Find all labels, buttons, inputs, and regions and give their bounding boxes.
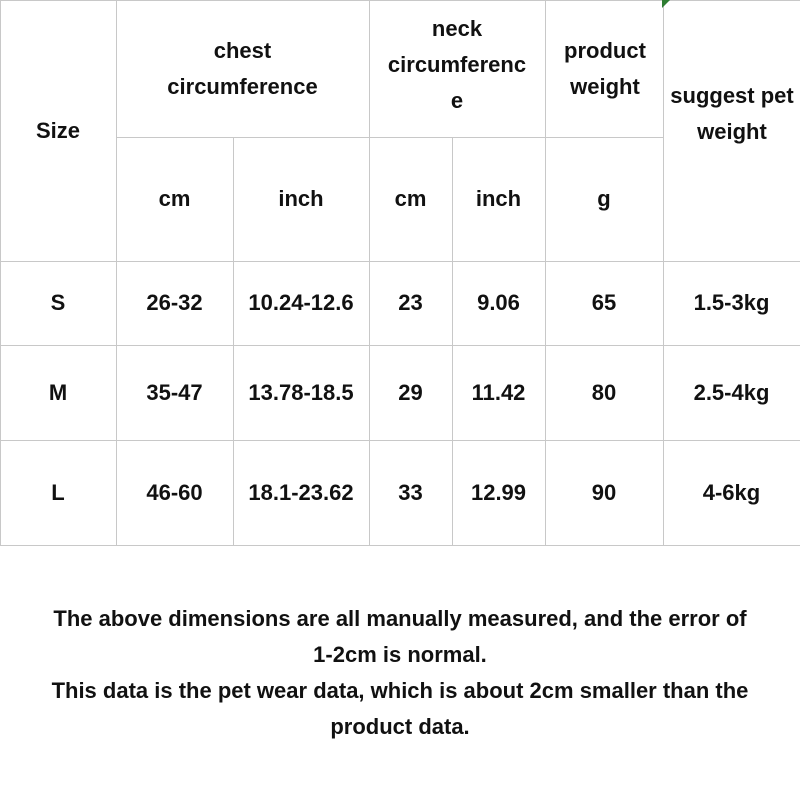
cell-pet-weight: 4-6kg	[702, 479, 761, 505]
cell-weight: 90	[591, 479, 617, 505]
header-product-weight: product weight	[564, 37, 646, 99]
cell-chest-inch: 13.78-18.5	[248, 379, 354, 405]
cell-neck-inch: 9.06	[477, 290, 520, 315]
note-line: The above dimensions are all manually me…	[53, 606, 747, 631]
note-line: 1-2cm is normal.	[313, 642, 487, 667]
cell-chest-inch: 18.1-23.62	[248, 479, 354, 505]
grid-line	[369, 0, 370, 545]
grid-line	[0, 545, 800, 546]
cell-chest-cm: 46-60	[146, 479, 203, 505]
cell-size: S	[50, 290, 66, 315]
grid-line	[116, 137, 663, 138]
header-size: Size	[35, 117, 81, 143]
cell-size: M	[48, 379, 68, 405]
unit-chest-cm: cm	[158, 186, 191, 211]
unit-neck-inch: inch	[475, 186, 522, 211]
unit-weight-g: g	[597, 186, 611, 211]
cell-neck-cm: 23	[398, 290, 423, 315]
grid-line	[0, 261, 800, 262]
grid-line	[452, 137, 453, 545]
grid-line	[663, 0, 664, 545]
header-neck-line: e	[450, 88, 464, 113]
header-neck: neck circumferenc e	[369, 10, 545, 120]
grid-line	[0, 0, 1, 545]
header-neck-line: neck	[431, 16, 483, 41]
cell-pet-weight: 2.5-4kg	[693, 379, 770, 405]
cell-chest-cm: 26-32	[146, 290, 203, 315]
note-line: This data is the pet wear data, which is…	[51, 678, 749, 703]
note-line: product data.	[330, 714, 470, 739]
cell-corner-marker	[662, 0, 670, 8]
cell-neck-inch: 11.42	[471, 379, 526, 405]
grid-line	[545, 0, 546, 545]
header-suggest-pet-weight: suggest pet weight	[670, 83, 794, 144]
cell-neck-inch: 12.99	[470, 479, 527, 505]
cell-chest-inch: 10.24-12.6	[248, 290, 354, 315]
grid-line	[0, 440, 800, 441]
unit-neck-cm: cm	[394, 186, 427, 211]
grid-line	[233, 137, 234, 545]
cell-weight: 65	[591, 290, 617, 315]
cell-neck-cm: 33	[398, 479, 423, 505]
cell-size: L	[51, 479, 65, 505]
cell-pet-weight: 1.5-3kg	[693, 290, 770, 315]
grid-line	[0, 0, 800, 1]
cell-neck-cm: 29	[398, 379, 423, 405]
grid-line	[0, 345, 800, 346]
cell-weight: 80	[591, 379, 617, 405]
header-chest: chest circumference	[167, 37, 318, 99]
unit-chest-inch: inch	[278, 186, 324, 211]
notes: The above dimensions are all manually me…	[0, 601, 800, 745]
grid-line	[116, 0, 117, 545]
header-neck-line: circumferenc	[387, 52, 527, 77]
cell-chest-cm: 35-47	[146, 379, 203, 405]
